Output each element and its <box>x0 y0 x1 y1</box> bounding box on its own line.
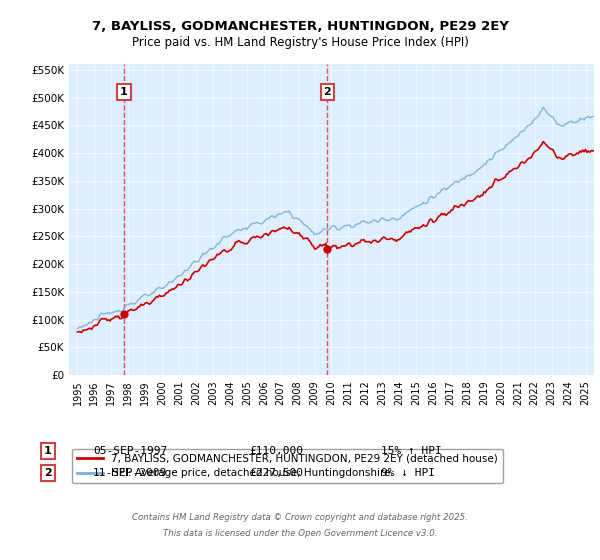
Text: 11-SEP-2009: 11-SEP-2009 <box>93 468 167 478</box>
Text: 1: 1 <box>44 446 52 456</box>
Text: £227,500: £227,500 <box>249 468 303 478</box>
Legend: 7, BAYLISS, GODMANCHESTER, HUNTINGDON, PE29 2EY (detached house), HPI: Average p: 7, BAYLISS, GODMANCHESTER, HUNTINGDON, P… <box>71 449 503 483</box>
Text: 2: 2 <box>323 87 331 97</box>
Text: 7, BAYLISS, GODMANCHESTER, HUNTINGDON, PE29 2EY: 7, BAYLISS, GODMANCHESTER, HUNTINGDON, P… <box>92 20 508 32</box>
Text: Price paid vs. HM Land Registry's House Price Index (HPI): Price paid vs. HM Land Registry's House … <box>131 36 469 49</box>
Text: 2: 2 <box>44 468 52 478</box>
Text: 05-SEP-1997: 05-SEP-1997 <box>93 446 167 456</box>
Text: This data is licensed under the Open Government Licence v3.0.: This data is licensed under the Open Gov… <box>163 529 437 538</box>
Text: 15% ↑ HPI: 15% ↑ HPI <box>381 446 442 456</box>
Text: £110,000: £110,000 <box>249 446 303 456</box>
Text: 9% ↓ HPI: 9% ↓ HPI <box>381 468 435 478</box>
Text: Contains HM Land Registry data © Crown copyright and database right 2025.: Contains HM Land Registry data © Crown c… <box>132 514 468 522</box>
Text: 1: 1 <box>120 87 128 97</box>
